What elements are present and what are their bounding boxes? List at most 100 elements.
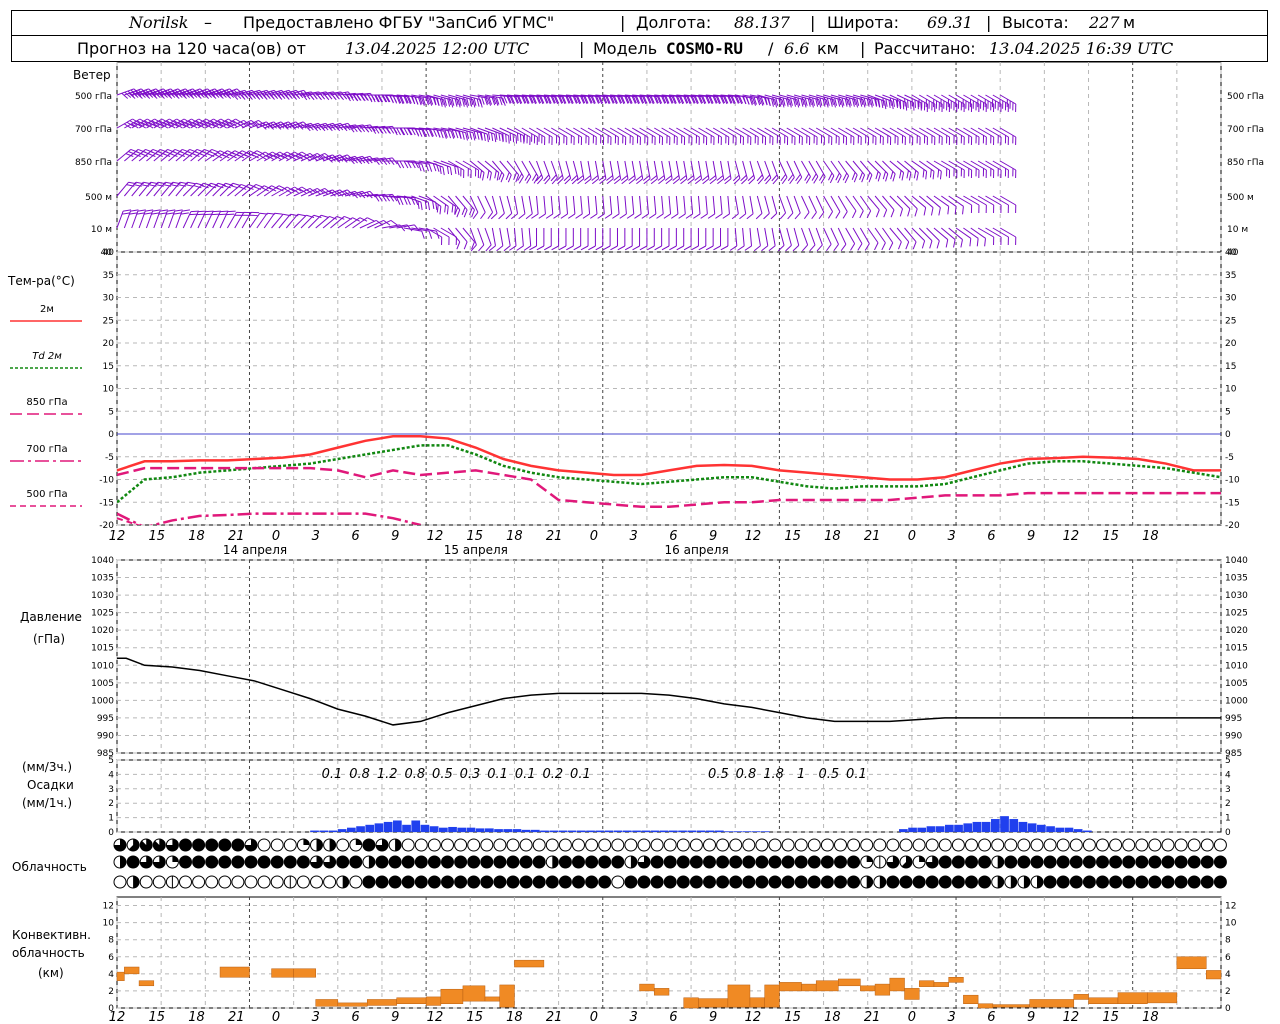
wind-barb-shaft xyxy=(918,195,934,208)
conv-tick-right: 4 xyxy=(1225,970,1231,980)
cloud-symbol xyxy=(519,855,533,869)
pressure-line xyxy=(117,657,1221,726)
wind-barb xyxy=(536,94,559,105)
cloud-symbol xyxy=(572,855,585,869)
precip-bar xyxy=(429,826,439,832)
wind-barb xyxy=(742,94,764,106)
wind-barb xyxy=(484,227,492,252)
wind-barb xyxy=(455,195,468,218)
cloud-symbol xyxy=(1096,838,1109,852)
wind-barb xyxy=(558,94,581,105)
conv-bar xyxy=(484,996,500,1002)
precip-unit-1h: (мм/1ч.) xyxy=(22,796,73,810)
cloud-fill xyxy=(179,856,192,868)
wind-barb-flag xyxy=(713,95,718,104)
precip-tick-right: 0 xyxy=(1225,828,1231,838)
wind-barb xyxy=(838,127,855,146)
conv-bar xyxy=(764,984,780,1008)
cloud-symbol xyxy=(663,875,677,889)
wind-barb-flag xyxy=(414,96,419,105)
cloud-circle xyxy=(886,838,900,852)
wind-barb-flag xyxy=(374,94,379,103)
cloud-fill xyxy=(1135,856,1148,868)
conv-time-tick: 6 xyxy=(351,1010,359,1024)
cloud-symbol xyxy=(375,838,389,852)
time-tick-label: 0 xyxy=(590,529,598,544)
cloud-symbol xyxy=(1082,875,1096,889)
wind-barb-flag xyxy=(236,153,245,159)
wind-barb xyxy=(845,160,858,183)
wind-barb-flag xyxy=(136,212,145,215)
wind-barb-flag xyxy=(576,175,584,181)
wind-barb-flag xyxy=(196,213,205,216)
wind-barb-flag xyxy=(539,96,544,105)
wind-barb-flag xyxy=(864,243,870,251)
wind-barb xyxy=(705,94,728,105)
wind-barb-flag xyxy=(544,177,551,185)
wind-barb xyxy=(315,154,339,163)
wind-barb xyxy=(440,195,457,215)
precip-bar xyxy=(512,829,522,832)
cloud-symbol xyxy=(179,855,192,869)
wind-barb-flag xyxy=(546,96,551,105)
cloud-fill xyxy=(1188,876,1201,888)
wind-barb xyxy=(516,227,524,251)
wind-level-label-right: 500 гПа xyxy=(1227,92,1264,102)
cloud-symbol xyxy=(205,875,219,889)
cloud-circle xyxy=(637,838,651,852)
wind-barb-shaft xyxy=(506,195,513,214)
wind-barb-flag xyxy=(581,95,586,104)
wind-barb-flag xyxy=(470,97,474,106)
temp-tick-left: 15 xyxy=(103,362,114,372)
wind-barb-flag xyxy=(125,153,134,157)
wind-barb xyxy=(381,195,404,206)
wind-barb-shaft xyxy=(992,195,1009,206)
wind-barb-flag xyxy=(426,96,430,105)
conv-bar xyxy=(918,980,935,987)
wind-barb-flag xyxy=(568,96,573,105)
wind-barb-flag xyxy=(602,245,611,251)
wind-barb-flag xyxy=(859,210,864,219)
wind-barb-flag xyxy=(313,214,322,219)
temp-tick-right: -10 xyxy=(1225,476,1240,486)
wind-barb-flag xyxy=(167,209,176,212)
wind-barb-shaft xyxy=(955,195,972,206)
wind-barb-flag xyxy=(143,92,151,99)
cloud-symbol xyxy=(152,875,166,889)
latitude-label: Широта: xyxy=(827,13,899,32)
wind-barb xyxy=(663,195,672,219)
wind-barb xyxy=(573,94,595,105)
wind-barb-shaft xyxy=(882,227,894,244)
wind-barb xyxy=(896,195,911,217)
cloud-symbol xyxy=(1187,838,1201,852)
model-name: COSMO-RU xyxy=(666,39,744,58)
cloud-circle xyxy=(323,875,337,889)
wind-barb xyxy=(566,228,574,251)
wind-barb xyxy=(584,160,592,185)
wind-barb xyxy=(462,227,475,250)
wind-barb-flag xyxy=(478,244,485,252)
wind-barb-flag xyxy=(168,91,176,98)
wind-barb-flag xyxy=(701,96,706,105)
wind-barb-flag xyxy=(516,245,524,251)
wind-barb-flag xyxy=(341,92,348,100)
precip-bar xyxy=(466,827,476,832)
cloud-symbol xyxy=(558,875,572,889)
model-slash: / xyxy=(768,39,774,58)
wind-barb-flag xyxy=(447,98,451,107)
wind-barb-shaft xyxy=(918,227,933,242)
temp-series-line xyxy=(117,512,421,525)
cloud-sector xyxy=(926,856,939,868)
wind-barb xyxy=(447,227,461,250)
precip-bar xyxy=(540,830,549,832)
cloud-symbol xyxy=(834,838,847,852)
wind-barb-flag xyxy=(823,97,827,106)
wind-barb-flag xyxy=(913,170,917,179)
wind-barb xyxy=(665,160,673,185)
precip-bar xyxy=(521,829,531,832)
cloud-symbol xyxy=(179,875,192,889)
wind-barb xyxy=(182,118,206,129)
wind-barb-flag xyxy=(855,99,859,108)
wind-barb xyxy=(591,160,600,185)
wind-barb-flag xyxy=(907,99,909,108)
